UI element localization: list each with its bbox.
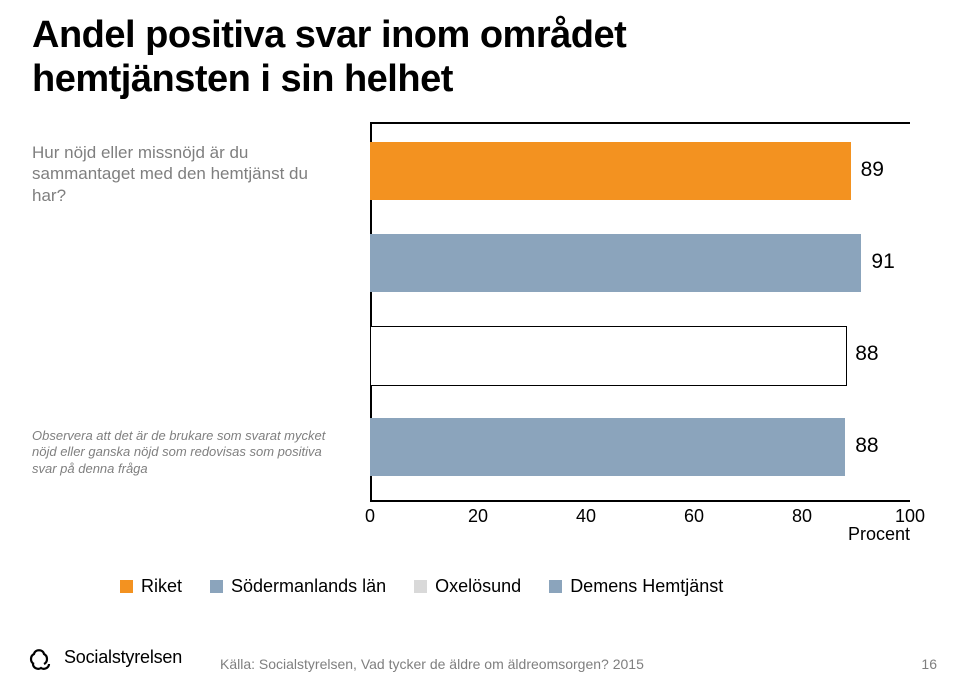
legend-item: Södermanlands län: [210, 576, 386, 597]
chart-bar: [370, 418, 845, 476]
question-text: Hur nöjd eller missnöjd är du sammantage…: [32, 142, 332, 206]
chart-bar-label: 89: [861, 158, 884, 182]
page-number: 16: [921, 656, 937, 672]
title-line-2: hemtjänsten i sin helhet: [32, 58, 453, 100]
legend-label: Södermanlands län: [231, 576, 386, 597]
legend-label: Oxelösund: [435, 576, 521, 597]
legend-swatch: [549, 580, 562, 593]
source-footer: Källa: Socialstyrelsen, Vad tycker de äl…: [220, 656, 644, 672]
chart-bar: [370, 234, 861, 292]
page-title: Andel positiva svar inom området hemtjän…: [32, 14, 626, 101]
legend-item: Oxelösund: [414, 576, 521, 597]
footnote-text: Observera att det är de brukare som svar…: [32, 428, 332, 477]
chart-x-tick: 40: [576, 506, 596, 527]
legend-swatch: [414, 580, 427, 593]
chart-x-tick: 60: [684, 506, 704, 527]
chart-bar-label: 88: [855, 342, 878, 366]
logo-icon: [24, 640, 58, 674]
logo: Socialstyrelsen: [24, 640, 182, 674]
chart: 89918888 020406080100 Procent: [370, 122, 910, 552]
chart-bar: [370, 142, 851, 200]
legend-item: Riket: [120, 576, 182, 597]
chart-plot-area: 89 91 88 88: [370, 122, 910, 502]
legend-item: Demens Hemtjänst: [549, 576, 723, 597]
legend-label: Riket: [141, 576, 182, 597]
chart-bar-label: 91: [871, 250, 894, 274]
chart-bar: [370, 326, 847, 386]
legend-label: Demens Hemtjänst: [570, 576, 723, 597]
chart-x-title: Procent: [848, 524, 910, 545]
chart-bar-label: 88: [855, 434, 878, 458]
chart-legend: Riket Södermanlands län Oxelösund Demens He…: [120, 576, 723, 597]
chart-x-ticks: 020406080100: [370, 502, 910, 524]
chart-x-tick: 80: [792, 506, 812, 527]
chart-x-tick: 20: [468, 506, 488, 527]
legend-swatch: [120, 580, 133, 593]
legend-swatch: [210, 580, 223, 593]
logo-text: Socialstyrelsen: [64, 647, 182, 668]
title-line-1: Andel positiva svar inom området: [32, 14, 626, 56]
chart-x-tick: 0: [365, 506, 375, 527]
